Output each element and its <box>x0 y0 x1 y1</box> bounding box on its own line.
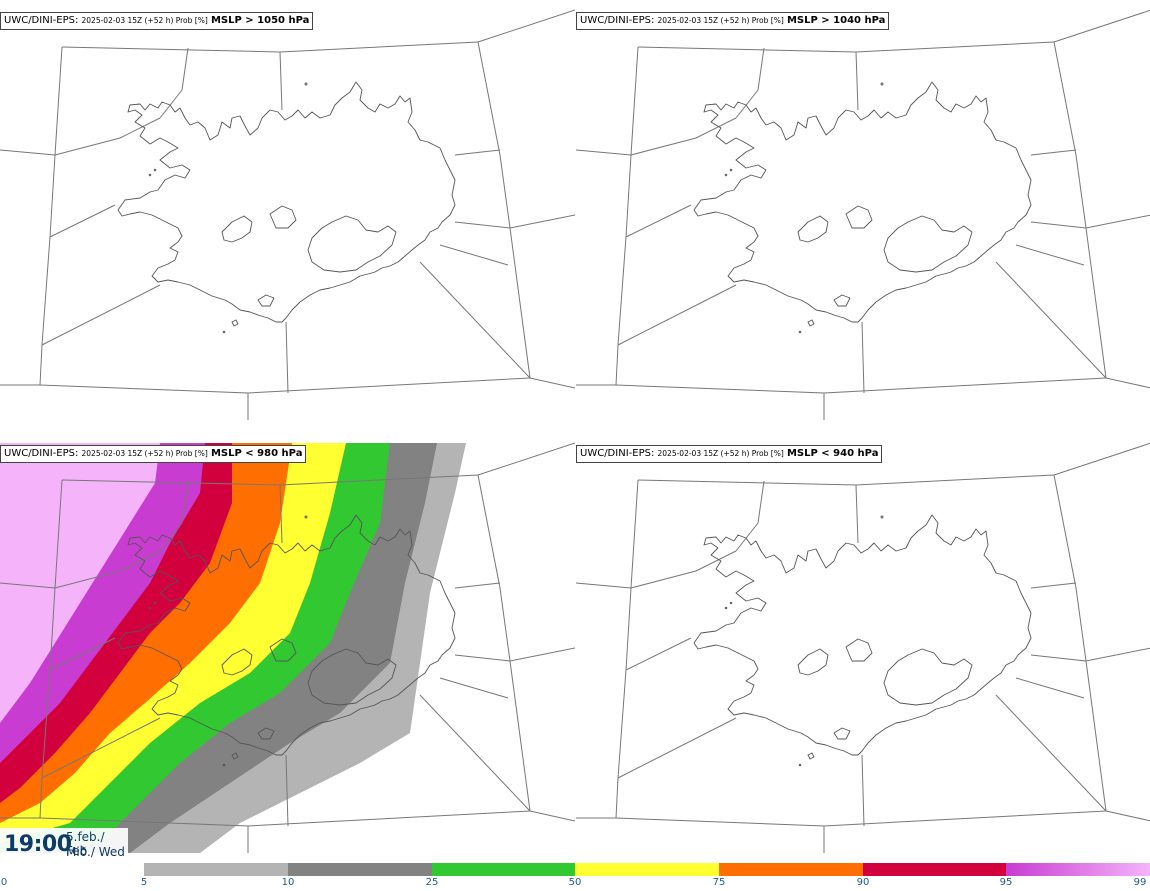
panel-title: UWC/DINI-EPS: 2025-02-03 15Z (+52 h) Pro… <box>0 12 314 30</box>
colorbar-tick-99: 99 <box>1133 877 1147 888</box>
map-canvas <box>576 442 1150 853</box>
title-variable: MSLP > 1050 hPa <box>210 15 310 26</box>
title-source: UWC/DINI-EPS <box>580 448 651 459</box>
probability-colorbar: 0 5 10 25 50 75 90 95 99 <box>0 863 1150 891</box>
colorbar-seg-25-50 <box>432 863 575 876</box>
colorbar-seg-50-75 <box>575 863 719 876</box>
valid-date: 5.feb./ Feb <box>66 830 105 858</box>
colorbar-tick-0: 0 <box>0 877 8 888</box>
colorbar-tick-25: 25 <box>425 877 439 888</box>
map-panel-mslp-lt-980: UWC/DINI-EPS: 2025-02-03 15Z (+52 h) Pro… <box>0 433 575 853</box>
panel-title: UWC/DINI-EPS: 2025-02-03 15Z (+52 h) Pro… <box>0 445 307 463</box>
valid-weekday: Mið./ Wed <box>66 845 125 859</box>
prob-band-99 <box>0 443 160 723</box>
title-source: UWC/DINI-EPS <box>4 15 75 26</box>
colorbar-tick-75: 75 <box>712 877 726 888</box>
title-source: UWC/DINI-EPS <box>4 448 75 459</box>
colorbar-seg-95-99 <box>1006 863 1150 876</box>
colorbar-tick-5: 5 <box>140 877 148 888</box>
panel-title: UWC/DINI-EPS: 2025-02-03 15Z (+52 h) Pro… <box>576 12 890 30</box>
map-panel-mslp-lt-940: UWC/DINI-EPS: 2025-02-03 15Z (+52 h) Pro… <box>576 433 1150 853</box>
map-canvas <box>0 442 575 853</box>
title-run: 2025-02-03 15Z (+52 h) Prob [%] <box>81 449 208 458</box>
title-variable: MSLP > 1040 hPa <box>786 15 886 26</box>
title-run: 2025-02-03 15Z (+52 h) Prob [%] <box>657 16 784 25</box>
colorbar-seg-75-90 <box>719 863 863 876</box>
title-variable: MSLP < 940 hPa <box>786 448 879 459</box>
title-run: 2025-02-03 15Z (+52 h) Prob [%] <box>657 449 784 458</box>
map-canvas <box>0 9 575 420</box>
map-canvas <box>576 9 1150 420</box>
probability-fill <box>0 443 466 853</box>
title-source: UWC/DINI-EPS <box>580 15 651 26</box>
valid-time-box: 19:00 5.feb./ Feb Mið./ Wed <box>0 828 128 862</box>
colorbar-seg-90-95 <box>863 863 1006 876</box>
colorbar-tick-50: 50 <box>568 877 582 888</box>
colorbar-seg-10-25 <box>288 863 432 876</box>
colorbar-tick-95: 95 <box>999 877 1013 888</box>
colorbar-tick-90: 90 <box>856 877 870 888</box>
title-run: 2025-02-03 15Z (+52 h) Prob [%] <box>81 16 208 25</box>
panel-title: UWC/DINI-EPS: 2025-02-03 15Z (+52 h) Pro… <box>576 445 883 463</box>
colorbar-seg-5-10 <box>144 863 288 876</box>
valid-time: 19:00 <box>4 832 72 857</box>
colorbar-tick-10: 10 <box>281 877 295 888</box>
map-panel-mslp-gt-1040: UWC/DINI-EPS: 2025-02-03 15Z (+52 h) Pro… <box>576 0 1150 420</box>
title-variable: MSLP < 980 hPa <box>210 448 303 459</box>
map-panel-mslp-gt-1050: UWC/DINI-EPS: 2025-02-03 15Z (+52 h) Pro… <box>0 0 575 420</box>
